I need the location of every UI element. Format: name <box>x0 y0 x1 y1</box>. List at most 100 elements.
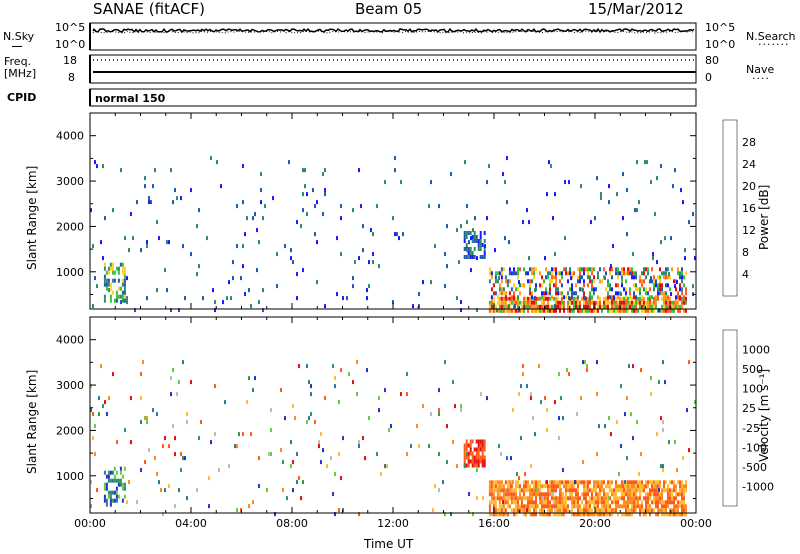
heat-cell <box>621 488 623 493</box>
heat-cell <box>661 512 663 517</box>
heat-cell <box>647 296 649 301</box>
heat-cell <box>214 300 216 305</box>
heat-cell <box>599 267 601 272</box>
heat-cell <box>675 488 677 493</box>
heat-cell <box>683 295 685 300</box>
heat-cell <box>658 380 660 385</box>
heat-cell <box>123 494 126 499</box>
heat-cell <box>694 256 696 261</box>
heat-cell <box>498 276 500 281</box>
heat-cell <box>477 459 480 464</box>
heat-cell <box>123 278 126 283</box>
heat-cell <box>561 504 563 509</box>
heat-cell <box>326 464 328 469</box>
heat-cell <box>567 508 569 513</box>
heat-cell <box>452 380 454 385</box>
heat-cell <box>490 496 493 501</box>
heat-cell <box>148 196 150 201</box>
heat-cell <box>496 484 499 489</box>
heat-cell <box>621 512 623 517</box>
heat-cell <box>463 239 466 243</box>
heat-cell <box>681 279 683 284</box>
heat-cell <box>555 283 557 288</box>
heat-cell <box>639 291 641 296</box>
heat-cell <box>645 496 647 501</box>
heat-cell <box>559 291 561 296</box>
heat-cell <box>647 308 649 313</box>
heat-cell <box>250 304 252 309</box>
heat-cell <box>685 296 687 301</box>
heat-cell <box>105 498 108 503</box>
heat-cell <box>632 252 634 257</box>
heat-cell <box>336 236 338 241</box>
heat-cell <box>635 275 637 280</box>
heat-cell <box>647 500 649 505</box>
heat-cell <box>502 300 505 305</box>
heat-cell <box>685 308 687 313</box>
heat-cell <box>500 296 503 301</box>
heat-cell <box>587 480 589 485</box>
heat-cell <box>496 488 499 493</box>
heat-cell <box>356 392 358 397</box>
heat-cell <box>123 286 126 291</box>
heat-cell <box>467 455 470 460</box>
heat-cell <box>589 267 591 272</box>
heat-cell <box>498 496 501 501</box>
heat-cell <box>631 500 633 505</box>
heat-cell <box>473 235 476 239</box>
heat-cell <box>611 275 613 280</box>
heat-cell <box>541 295 543 300</box>
heat-cell <box>627 296 629 301</box>
heat-cell <box>105 270 108 275</box>
heat-cell <box>543 279 545 284</box>
heat-cell <box>549 271 551 276</box>
heat-cell <box>334 512 336 517</box>
heat-cell <box>545 291 547 296</box>
heat-cell <box>310 392 312 397</box>
heat-cell <box>553 308 555 313</box>
heat-cell <box>486 396 488 401</box>
heat-cell <box>107 278 110 283</box>
heat-cell <box>681 287 683 292</box>
heat-cell <box>549 296 551 301</box>
heat-cell <box>477 439 480 444</box>
heat-cell <box>514 304 516 309</box>
heat-cell <box>504 275 507 280</box>
heat-cell <box>340 476 342 481</box>
heat-cell <box>680 188 682 193</box>
heat-cell <box>109 282 112 287</box>
heat-cell <box>103 298 106 303</box>
heat-cell <box>656 500 658 505</box>
heat-cell <box>246 400 248 405</box>
heat-cell <box>162 512 164 517</box>
heat-cell <box>679 504 681 509</box>
heat-cell <box>438 408 440 413</box>
heat-cell <box>527 300 529 305</box>
heat-cell <box>635 484 637 489</box>
heat-cell <box>463 231 466 235</box>
heat-cell <box>140 396 142 401</box>
heat-cell <box>540 400 542 405</box>
heat-cell <box>659 291 661 296</box>
heat-cell <box>667 275 669 280</box>
heat-cell <box>549 279 551 284</box>
heat-cell <box>308 380 310 385</box>
heat-cell <box>500 287 503 292</box>
heat-cell <box>601 304 603 309</box>
heat-cell <box>641 504 643 509</box>
heat-cell <box>502 291 505 296</box>
heat-cell <box>105 502 108 507</box>
heat-cell <box>525 512 527 517</box>
heat-cell <box>673 300 675 305</box>
heat-cell <box>316 200 318 205</box>
heat-cell <box>551 308 553 313</box>
heat-cell <box>671 488 673 493</box>
heat-cell <box>571 496 573 501</box>
heat-cell <box>580 396 582 401</box>
heat-cell <box>568 296 570 301</box>
heat-cell <box>475 447 478 452</box>
heat-cell <box>673 512 675 517</box>
heat-cell <box>123 266 126 271</box>
heat-cell <box>561 480 563 485</box>
heat-cell <box>306 192 308 197</box>
